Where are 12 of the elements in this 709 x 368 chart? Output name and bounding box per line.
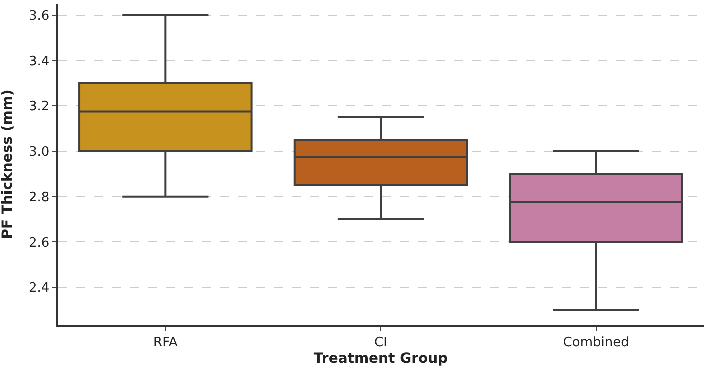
x-tick-label: Combined <box>563 335 630 350</box>
x-axis-title: Treatment Group <box>314 351 448 368</box>
y-tick-label: 2.6 <box>28 236 50 251</box>
y-tick-label: 3.6 <box>28 8 50 24</box>
y-tick-label: 3.0 <box>28 145 50 160</box>
y-tick-label: 2.8 <box>28 190 50 206</box>
y-tick-label: 3.2 <box>28 100 50 115</box>
y-axis-title: PF Thickness (mm) <box>0 90 16 240</box>
x-tick-label: RFA <box>154 335 178 350</box>
y-tick-label: 2.4 <box>28 281 50 296</box>
x-tick-label: CI <box>374 335 388 350</box>
y-tick-label: 3.4 <box>28 54 50 70</box>
